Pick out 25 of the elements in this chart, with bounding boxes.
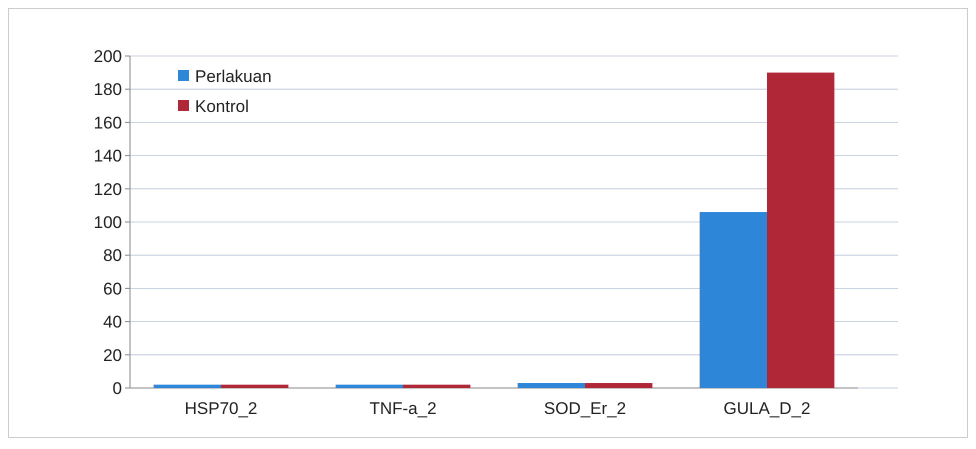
bar bbox=[221, 384, 288, 388]
bar bbox=[154, 384, 221, 388]
bar bbox=[767, 72, 834, 388]
x-tick-label: SOD_Er_2 bbox=[544, 399, 626, 418]
bar bbox=[700, 212, 767, 388]
bar bbox=[403, 384, 470, 388]
x-tick-label: TNF-a_2 bbox=[369, 399, 437, 418]
y-tick-label: 40 bbox=[103, 312, 122, 332]
x-tick-label: HSP70_2 bbox=[184, 399, 258, 418]
y-tick-label: 80 bbox=[103, 246, 122, 266]
y-tick-label: 0 bbox=[112, 378, 122, 398]
y-tick-label: 20 bbox=[103, 346, 122, 365]
x-tick-label: GULA_D_2 bbox=[724, 399, 810, 418]
y-tick-label: 100 bbox=[94, 212, 122, 232]
y-tick-label: 200 bbox=[94, 46, 122, 66]
legend-label: Perlakuan bbox=[195, 66, 272, 86]
y-tick-label: 180 bbox=[94, 80, 122, 100]
y-tick-label: 140 bbox=[94, 146, 122, 166]
bar bbox=[585, 383, 652, 388]
y-tick-label: 60 bbox=[103, 279, 122, 298]
y-tick-label: 160 bbox=[94, 113, 122, 132]
y-tick-label: 120 bbox=[94, 180, 122, 199]
bar bbox=[336, 384, 403, 388]
bar bbox=[518, 383, 585, 388]
legend-label: Kontrol bbox=[195, 96, 249, 116]
